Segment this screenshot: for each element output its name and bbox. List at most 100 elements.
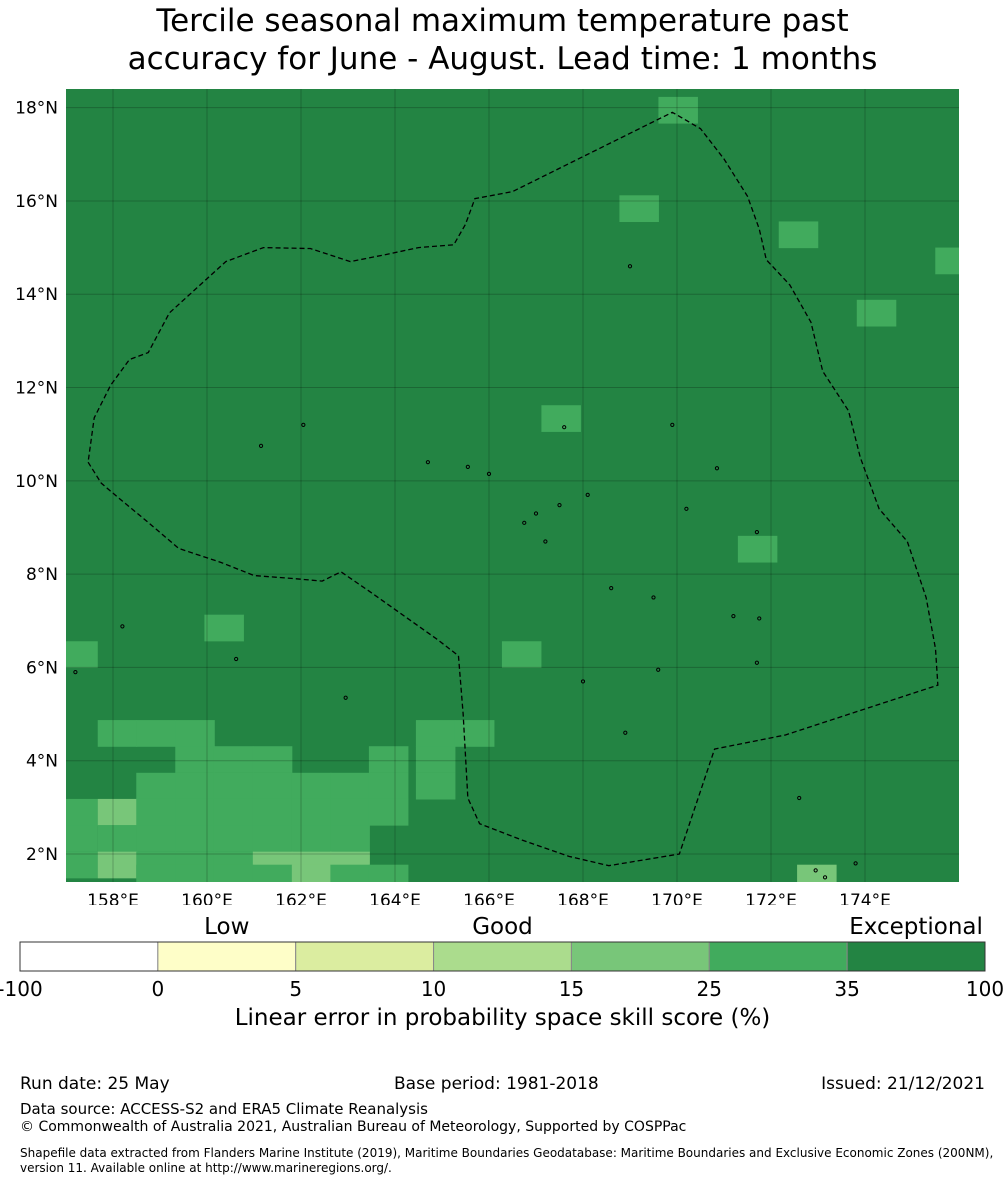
colorbar-tick-label: 100	[965, 977, 1005, 1001]
island	[580, 679, 586, 684]
skill-cell	[252, 798, 293, 826]
island	[656, 667, 661, 672]
skill-cell	[97, 851, 138, 879]
skill-cell	[778, 221, 819, 249]
island	[684, 506, 689, 511]
island	[585, 492, 590, 497]
skill-cell	[330, 825, 370, 852]
skill-cell	[66, 825, 98, 852]
skill-cell	[213, 798, 254, 826]
skill-cell	[935, 247, 959, 275]
lon-tick-label: 160°E	[181, 891, 233, 905]
shapefile-credit: Shapefile data extracted from Flanders M…	[20, 1146, 994, 1175]
skill-cell	[501, 641, 542, 668]
island	[754, 530, 760, 535]
island	[714, 466, 720, 471]
colorbar-tick-label: 0	[151, 977, 165, 1001]
island	[258, 443, 264, 448]
island	[609, 586, 614, 591]
skill-cell	[252, 864, 293, 882]
lon-tick-label: 174°E	[839, 891, 891, 905]
colorbar-tick-label: 15	[558, 977, 585, 1001]
legend-category-label: Low	[204, 914, 250, 940]
skill-cell	[619, 195, 659, 223]
colorbar-tick-label: 25	[696, 977, 723, 1001]
island	[343, 695, 348, 700]
island	[522, 520, 527, 525]
skill-cell	[66, 641, 98, 668]
island	[670, 422, 675, 427]
lat-tick-label: 8°N	[26, 565, 58, 585]
lon-tick-label: 158°E	[87, 891, 139, 905]
skill-cell	[252, 772, 293, 800]
legend-category-label: Good	[472, 914, 533, 940]
island	[73, 669, 78, 675]
colorbar-bin	[157, 941, 297, 972]
skill-cell	[737, 535, 778, 563]
island	[757, 616, 762, 621]
colorbar-bin	[295, 941, 435, 972]
colorbar-bin	[708, 941, 848, 972]
map-figure: 2°N 4°N 6°N 8°N 10°N 12°N 14°N 16°N 18°N 158°E 160…	[15, 89, 959, 905]
lat-tick-label: 2°N	[26, 845, 58, 865]
skill-cell	[175, 825, 215, 852]
skill-cell	[368, 864, 409, 882]
lat-tick-label: 10°N	[15, 472, 58, 492]
lat-tick-label: 6°N	[26, 658, 58, 678]
skill-cell	[291, 772, 332, 800]
map-title: Tercile seasonal maximum temperature pas…	[0, 2, 1005, 78]
skill-cell	[856, 299, 897, 327]
skill-cell	[175, 720, 215, 747]
skill-cell	[175, 772, 215, 800]
skill-cell	[136, 720, 176, 747]
island	[627, 264, 633, 269]
island	[465, 464, 470, 469]
skill-cell	[175, 798, 215, 826]
lat-tick-label: 12°N	[15, 379, 58, 399]
island	[557, 502, 562, 508]
title-line-1: Tercile seasonal maximum temperature pas…	[156, 3, 849, 39]
copyright: © Commonwealth of Australia 2021, Austra…	[20, 1119, 687, 1135]
island	[731, 614, 736, 619]
skill-cell	[368, 798, 409, 826]
colorbar-tick-label: -100	[0, 977, 43, 1001]
skill-cell	[213, 864, 254, 882]
colorbar-tick-label: 10	[420, 977, 447, 1001]
skill-cell	[66, 851, 98, 879]
island	[543, 539, 548, 544]
skill-cell	[330, 798, 370, 826]
island	[301, 422, 306, 427]
island	[425, 460, 430, 465]
island	[533, 511, 539, 516]
colorbar-bin	[846, 941, 986, 972]
island	[486, 471, 492, 476]
colorbar-bin	[433, 941, 572, 972]
skill-cell	[66, 798, 98, 826]
island	[562, 425, 567, 430]
colorbar-label: Linear error in probability space skill …	[234, 1005, 771, 1031]
skill-cell	[204, 614, 244, 642]
island	[120, 624, 125, 629]
skill-cell	[368, 772, 409, 800]
skill-cell	[454, 720, 495, 747]
lon-tick-label: 162°E	[275, 891, 327, 905]
colorbar-bin	[570, 941, 710, 972]
skill-cell	[252, 825, 293, 852]
skill-cell	[175, 864, 215, 882]
run-date: Run date: 25 May	[20, 1074, 170, 1094]
skill-cell	[330, 772, 370, 800]
island	[651, 595, 656, 600]
island	[853, 861, 858, 866]
lon-tick-label: 168°E	[557, 891, 609, 905]
skill-cell	[330, 864, 370, 882]
colorbar-frame	[19, 941, 986, 972]
skill-cell	[175, 746, 215, 773]
skill-cell	[136, 798, 176, 826]
lat-tick-label: 4°N	[26, 752, 58, 772]
island	[813, 868, 818, 873]
lon-tick-label: 172°E	[745, 891, 797, 905]
colorbar	[19, 941, 986, 972]
lon-tick-label: 166°E	[463, 891, 515, 905]
skill-cell	[213, 825, 254, 852]
map-plot-area	[66, 89, 959, 882]
